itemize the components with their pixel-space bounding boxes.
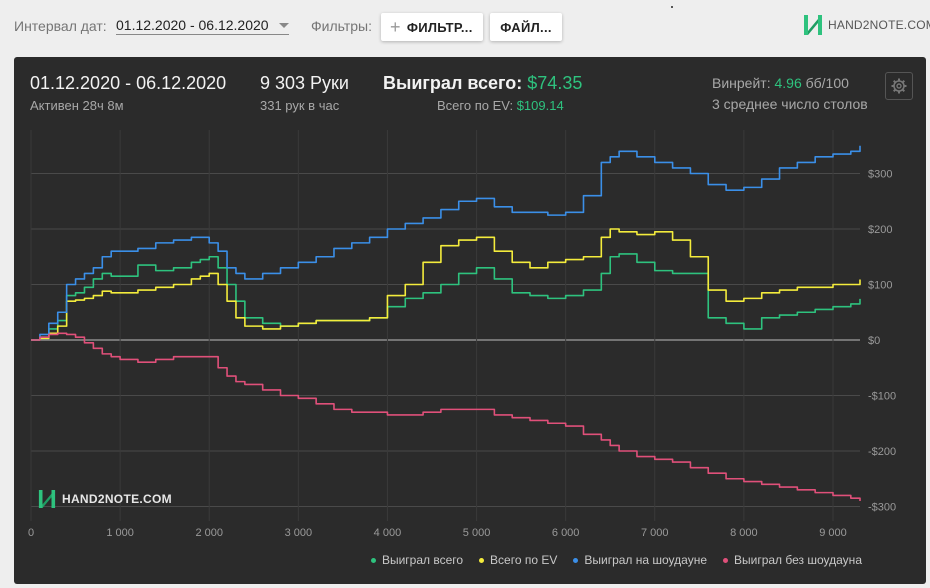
legend-label: Выиграл без шоудауна [734, 553, 862, 567]
chart-legend: Выиграл всего Всего по EV Выиграл на шоуда… [355, 553, 862, 567]
y-tick-label: $0 [868, 335, 880, 347]
x-tick-label: 8 000 [730, 527, 758, 539]
ev-label: Всего по EV: [437, 98, 514, 113]
dot-mark [671, 6, 673, 8]
chart-series [31, 145, 861, 501]
chart-grid [30, 130, 860, 521]
y-tick-label: $200 [868, 224, 892, 236]
hand2note-logo-icon [804, 15, 822, 35]
winrate: Винрейт: 4.96 бб/100 [712, 75, 849, 91]
hand2note-watermark-icon [38, 490, 56, 508]
legend-dot-icon [479, 557, 485, 563]
ev-total: Всего по EV: $109.14 [437, 98, 564, 113]
y-tick-label: $300 [868, 169, 892, 181]
legend-item-3[interactable]: Выиграл без шоудауна [723, 553, 862, 567]
avg-tables: 3 среднее число столов [712, 96, 868, 112]
date-range-select[interactable]: 01.12.2020 - 06.12.2020 [116, 17, 289, 35]
x-tick-label: 5 000 [463, 527, 491, 539]
logo-text: HAND2NOTE.COM [828, 18, 930, 32]
filter-button-label: ФИЛЬТР... [406, 19, 473, 35]
legend-item-0[interactable]: Выиграл всего [370, 553, 464, 567]
summary-hands: 9 303 Руки [260, 73, 349, 93]
series-line-0 [31, 253, 861, 341]
x-tick-label: 0 [28, 527, 34, 539]
summary-date-range: 01.12.2020 - 06.12.2020 [30, 73, 227, 93]
x-tick-label: 9 000 [819, 527, 847, 539]
series-line-2 [31, 145, 861, 341]
legend-dot-icon [370, 557, 376, 563]
filters-label: Фильтры: [311, 18, 372, 34]
file-button[interactable]: ФАЙЛ... [490, 13, 562, 41]
won-total-value: $74.35 [527, 73, 583, 93]
y-tick-label: -$300 [868, 502, 896, 514]
date-range-value: 01.12.2020 - 06.12.2020 [116, 17, 269, 33]
winrate-unit: бб/100 [805, 75, 849, 91]
legend-item-1[interactable]: Всего по EV [479, 553, 557, 567]
ev-value: $109.14 [516, 98, 564, 113]
legend-label: Выиграл на шоудауне [584, 553, 707, 567]
chevron-down-icon [278, 22, 289, 28]
profit-chart[interactable]: $300 $200 $100 $0 -$100 -$200 -$300 0 1 000 2 00… [14, 57, 926, 584]
x-tick-label: 7 000 [641, 527, 669, 539]
won-total: Выиграл всего: $74.35 [383, 73, 582, 94]
y-tick-label: -$100 [868, 391, 896, 403]
settings-button[interactable] [885, 72, 913, 100]
winrate-value: 4.96 [774, 75, 802, 91]
x-tick-label: 3 000 [285, 527, 313, 539]
summary-active-time: Активен 28ч 8м [30, 98, 124, 113]
watermark-text: HAND2NOTE.COM [62, 492, 172, 506]
winrate-label: Винрейт: [712, 75, 771, 91]
x-tick-label: 6 000 [552, 527, 580, 539]
legend-item-2[interactable]: Выиграл на шоудауне [573, 553, 707, 567]
y-tick-label: $100 [868, 280, 892, 292]
file-button-label: ФАЙЛ... [500, 19, 552, 35]
legend-dot-icon [573, 557, 579, 563]
legend-label: Всего по EV [490, 553, 558, 567]
plus-icon: + [390, 16, 401, 37]
series-line-1 [31, 228, 861, 341]
legend-label: Выиграл всего [381, 553, 464, 567]
x-tick-label: 1 000 [106, 527, 134, 539]
x-tick-label: 4 000 [374, 527, 402, 539]
won-total-label: Выиграл всего: [383, 73, 523, 93]
x-tick-label: 2 000 [195, 527, 223, 539]
y-tick-label: -$200 [868, 446, 896, 458]
filter-button[interactable]: + ФИЛЬТР... [381, 13, 483, 41]
summary-hands-per-hour: 331 рук в час [260, 98, 340, 113]
gear-icon [891, 78, 907, 94]
legend-dot-icon [723, 557, 728, 563]
graph-panel: 01.12.2020 - 06.12.2020 Активен 28ч 8м 9… [14, 57, 926, 584]
y-axis-ticks: $300 $200 $100 $0 -$100 -$200 -$300 [868, 169, 896, 514]
x-axis-ticks: 0 1 000 2 000 3 000 4 000 5 000 6 000 7 000 8 00… [28, 527, 847, 539]
brand-logo[interactable]: HAND2NOTE.COM [803, 14, 930, 36]
series-line-3 [31, 332, 861, 501]
date-range-label: Интервал дат: [14, 18, 107, 34]
toolbar: Интервал дат: 01.12.2020 - 06.12.2020 Фи… [0, 0, 930, 56]
chart-watermark: HAND2NOTE.COM [38, 489, 172, 509]
